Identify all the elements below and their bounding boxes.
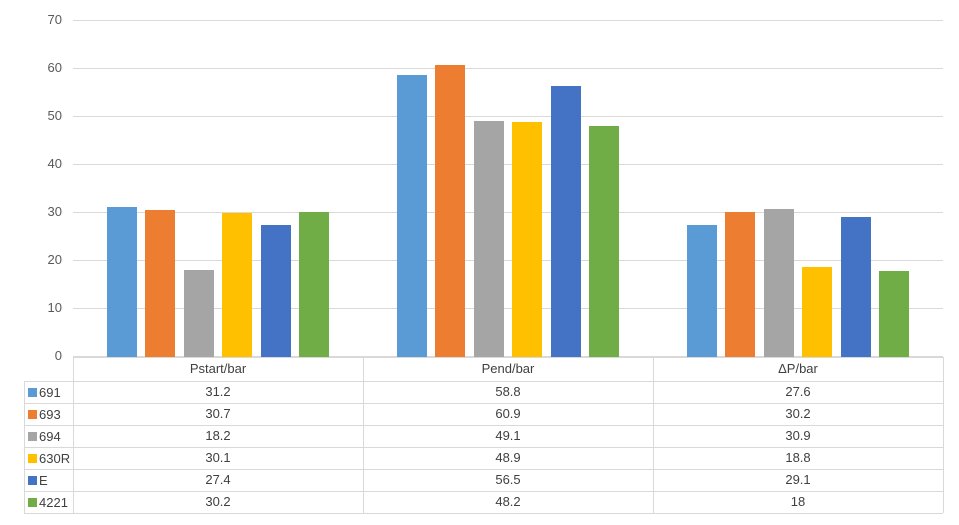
y-axis-tick-label: 50 — [47, 108, 62, 123]
table-value-694-cat1: 49.1 — [495, 428, 521, 443]
legend-swatch-icon — [28, 453, 37, 463]
y-axis-tick-label: 40 — [47, 156, 62, 171]
legend-key-693: 693 — [24, 403, 73, 425]
table-col-border — [73, 357, 74, 513]
table-value-693-cat2: 30.2 — [785, 406, 811, 421]
table-header-category-2: ΔP/bar — [778, 361, 818, 376]
bar-4221-cat2[interactable] — [879, 270, 910, 357]
y-gridline — [73, 164, 943, 165]
table-value-e-cat1: 56.5 — [495, 472, 521, 487]
y-axis-tick-label: 70 — [47, 12, 62, 27]
table-header-category-1: Pend/bar — [481, 361, 535, 376]
table-row-border — [24, 381, 943, 382]
legend-swatch-icon — [28, 475, 37, 485]
bar-694-cat0[interactable] — [183, 269, 214, 357]
table-value-691-cat2: 27.6 — [785, 384, 811, 399]
y-gridline — [73, 20, 943, 21]
legend-series-label: E — [39, 472, 48, 488]
legend-series-label: 691 — [39, 384, 61, 400]
bar-694-cat1[interactable] — [473, 121, 504, 357]
legend-series-label: 693 — [39, 406, 61, 422]
table-value-630r-cat0: 30.1 — [205, 450, 231, 465]
table-value-630r-cat2: 18.8 — [785, 450, 811, 465]
y-axis-tick-label: 0 — [54, 348, 62, 363]
table-col-border — [653, 357, 654, 513]
y-gridline — [73, 260, 943, 261]
y-axis-tick-label: 20 — [47, 252, 62, 267]
table-header-category-0: Pstart/bar — [189, 361, 247, 376]
legend-key-691: 691 — [24, 381, 73, 403]
bar-630r-cat1[interactable] — [512, 122, 543, 357]
bar-693-cat0[interactable] — [145, 209, 176, 357]
table-row-border — [24, 403, 943, 404]
table-col-border — [24, 381, 25, 513]
legend-series-label: 630R — [39, 450, 71, 466]
x-axis-line — [73, 357, 943, 358]
bar-693-cat1[interactable] — [435, 64, 466, 357]
table-value-691-cat0: 31.2 — [205, 384, 231, 399]
table-col-border — [363, 357, 364, 513]
bar-630r-cat2[interactable] — [802, 266, 833, 357]
bar-630r-cat0[interactable] — [222, 212, 253, 357]
table-value-693-cat0: 30.7 — [205, 406, 231, 421]
y-axis-tick-label: 60 — [47, 60, 62, 75]
table-row-border — [24, 447, 943, 448]
bar-691-cat1[interactable] — [396, 74, 427, 357]
table-value-630r-cat1: 48.9 — [495, 450, 521, 465]
bar-691-cat0[interactable] — [106, 207, 137, 357]
legend-key-694: 694 — [24, 425, 73, 447]
bar-693-cat2[interactable] — [725, 212, 756, 357]
bar-691-cat2[interactable] — [686, 224, 717, 357]
legend-swatch-icon — [28, 431, 37, 441]
y-gridline — [73, 116, 943, 117]
table-value-e-cat2: 29.1 — [785, 472, 811, 487]
legend-key-e: E — [24, 469, 73, 491]
table-row-border — [24, 491, 943, 492]
table-value-4221-cat1: 48.2 — [495, 494, 521, 509]
table-value-691-cat1: 58.8 — [495, 384, 521, 399]
bar-e-cat2[interactable] — [840, 217, 871, 357]
legend-swatch-icon — [28, 409, 37, 419]
table-row-border — [24, 425, 943, 426]
table-value-4221-cat0: 30.2 — [205, 494, 231, 509]
table-row-border — [24, 469, 943, 470]
table-row-border — [24, 513, 943, 514]
bar-e-cat0[interactable] — [260, 225, 291, 357]
table-value-694-cat0: 18.2 — [205, 428, 231, 443]
table-value-694-cat2: 30.9 — [785, 428, 811, 443]
bar-694-cat2[interactable] — [763, 208, 794, 357]
y-gridline — [73, 308, 943, 309]
legend-key-4221: 4221 — [24, 491, 73, 513]
legend-swatch-icon — [28, 387, 37, 397]
y-gridline — [73, 212, 943, 213]
table-value-e-cat0: 27.4 — [205, 472, 231, 487]
bar-4221-cat1[interactable] — [589, 125, 620, 357]
table-value-4221-cat2: 18 — [790, 494, 806, 509]
legend-swatch-icon — [28, 497, 37, 507]
y-axis-tick-label: 10 — [47, 300, 62, 315]
bar-e-cat1[interactable] — [550, 85, 581, 357]
legend-series-label: 4221 — [39, 494, 68, 510]
legend-key-630r: 630R — [24, 447, 73, 469]
legend-series-label: 694 — [39, 428, 61, 444]
y-gridline — [73, 356, 943, 357]
table-value-693-cat1: 60.9 — [495, 406, 521, 421]
table-col-border — [943, 357, 944, 513]
y-gridline — [73, 68, 943, 69]
bar-4221-cat0[interactable] — [299, 212, 330, 357]
y-axis-tick-label: 30 — [47, 204, 62, 219]
